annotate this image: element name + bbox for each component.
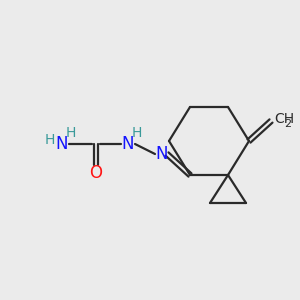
Text: 2: 2 (284, 119, 292, 129)
Text: H: H (132, 126, 142, 140)
Text: CH: CH (274, 112, 294, 126)
Text: N: N (56, 135, 68, 153)
Text: H: H (66, 126, 76, 140)
Text: H: H (45, 133, 55, 147)
Text: N: N (156, 145, 168, 163)
Text: N: N (122, 135, 134, 153)
Text: O: O (89, 164, 103, 182)
